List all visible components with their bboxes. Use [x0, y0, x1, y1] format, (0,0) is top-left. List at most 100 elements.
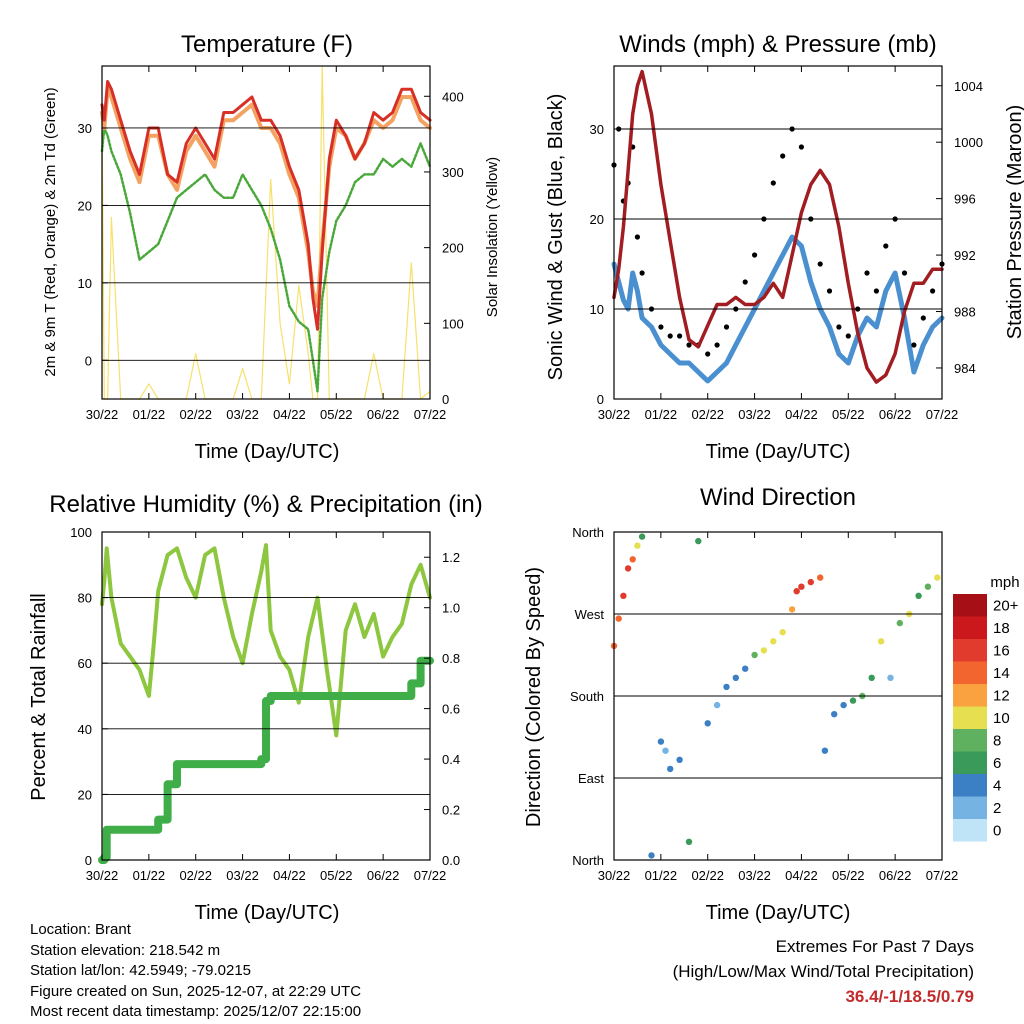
x-tick-label: 07/22 — [414, 868, 447, 883]
x-tick-label: 30/22 — [598, 868, 631, 883]
colorbar-swatch — [953, 729, 987, 752]
colorbar-label: 12 — [993, 687, 1010, 704]
y-tick-label: South — [570, 689, 604, 704]
gust-point — [911, 342, 917, 348]
direction-point — [770, 638, 777, 645]
y-right-tick-label: 300 — [442, 165, 464, 180]
y-right-tick-label: 992 — [954, 248, 976, 263]
y-right-tick-label: 0.8 — [442, 651, 460, 666]
gust-point — [742, 279, 748, 285]
winds-series — [611, 69, 945, 384]
temperature-xlabel: Time (Day/UTC) — [195, 441, 340, 463]
gust-point — [883, 243, 889, 249]
gust-point — [780, 153, 786, 159]
station-metadata: Location: Brant Station elevation: 218.5… — [30, 920, 361, 1023]
y-tick-label: 0 — [85, 353, 92, 368]
direction-point — [685, 838, 693, 845]
dewpoint-line — [100, 126, 432, 393]
temp-9m-line — [100, 87, 432, 309]
speed-colorbar: mph 20+ 18 16 14 12 10 8 6 4 2 0 — [953, 574, 1020, 842]
y-tick-label: 80 — [78, 591, 92, 606]
y-right-tick-label: 0.4 — [442, 752, 460, 767]
gust-point — [930, 288, 936, 294]
gust-point — [817, 261, 823, 267]
x-tick-label: 07/22 — [926, 407, 959, 422]
x-tick-label: 03/22 — [226, 868, 259, 883]
direction-point — [667, 765, 674, 773]
x-tick-label: 05/22 — [320, 868, 353, 883]
humidity-ylabel: Percent & Total Rainfall — [28, 593, 50, 801]
extremes-summary: Extremes For Past 7 Days (High/Low/Max W… — [673, 934, 974, 1009]
humidity-title: Relative Humidity (%) & Precipitation (i… — [49, 491, 482, 518]
x-tick-label: 03/22 — [226, 407, 259, 422]
gust-point — [864, 270, 870, 276]
direction-point — [732, 674, 739, 681]
direction-point — [821, 747, 829, 754]
direction-point — [713, 701, 721, 709]
x-tick-label: 03/22 — [738, 868, 771, 883]
y-tick-label: West — [575, 607, 605, 622]
colorbar-title: mph — [990, 574, 1019, 591]
x-tick-label: 03/22 — [738, 407, 771, 422]
station-elevation: Station elevation: 218.542 m — [30, 941, 221, 959]
humidity-panel: Relative Humidity (%) & Precipitation (i… — [28, 491, 483, 924]
direction-point — [831, 711, 838, 718]
y-tick-label: 20 — [78, 787, 92, 802]
humidity-series — [98, 543, 434, 864]
x-tick-label: 04/22 — [785, 407, 818, 422]
x-tick-label: 04/22 — [785, 868, 818, 883]
y-right-tick-label: 100 — [442, 316, 464, 331]
direction-point — [779, 629, 786, 636]
humidity-line — [100, 543, 432, 738]
direction-point — [896, 619, 903, 627]
x-tick-label: 02/22 — [179, 868, 212, 883]
direction-point — [704, 720, 711, 727]
winds-axes: 30/22 01/22 02/22 03/22 04/22 05/22 06/22 07/22… — [590, 66, 983, 422]
direction-point — [868, 674, 875, 681]
x-tick-label: 01/22 — [133, 407, 166, 422]
y-tick-label: 10 — [78, 276, 92, 291]
y-tick-label: 0 — [85, 853, 92, 868]
x-tick-label: 01/22 — [645, 868, 678, 883]
y-right-tick-label: 0.0 — [442, 853, 460, 868]
colorbar-swatch — [953, 684, 987, 707]
temperature-frame — [101, 65, 431, 400]
gust-point — [798, 144, 805, 150]
direction-point — [840, 701, 847, 709]
wind-direction-title: Wind Direction — [700, 484, 856, 511]
y-right-tick-label: 1004 — [954, 79, 983, 94]
colorbar-swatch — [953, 594, 987, 617]
gust-point — [667, 333, 673, 339]
station-location: Location: Brant — [30, 921, 131, 938]
direction-point — [849, 697, 857, 704]
y-right-tick-label: 996 — [954, 192, 976, 207]
temperature-panel: Temperature (F) 30/22 01/22 02/22 03/22 04/2… — [42, 31, 501, 463]
y-tick-label: 100 — [70, 525, 92, 540]
x-tick-label: 04/22 — [273, 407, 306, 422]
extremes-heading: Extremes For Past 7 Days — [775, 937, 974, 956]
gust-point — [686, 342, 692, 348]
gust-point — [714, 342, 720, 348]
colorbar-swatch — [953, 751, 987, 774]
colorbar-label: 2 — [993, 800, 1001, 817]
colorbar-label: 10 — [993, 710, 1010, 727]
direction-point — [751, 651, 758, 659]
direction-point — [742, 665, 749, 672]
direction-point — [877, 638, 885, 645]
y-tick-label: 60 — [78, 656, 92, 671]
gust-point — [901, 270, 908, 276]
winds-panel: Winds (mph) & Pressure (mb) 30/22 01/22 02… — [545, 31, 1024, 463]
y-right-tick-label: 1.2 — [442, 550, 460, 565]
y-right-tick-label: 984 — [954, 361, 976, 376]
y-tick-label: 30 — [590, 122, 604, 137]
colorbar-label: 6 — [993, 755, 1001, 772]
x-tick-label: 06/22 — [367, 407, 400, 422]
gust-point — [845, 333, 851, 339]
direction-point — [620, 592, 627, 599]
extremes-value: 36.4/-1/18.5/0.79 — [845, 987, 974, 1006]
winds-xlabel: Time (Day/UTC) — [706, 441, 851, 463]
temperature-ylabel-right: Solar Insolation (Yellow) — [484, 157, 501, 317]
direction-point — [817, 574, 824, 581]
extremes-subheading: (High/Low/Max Wind/Total Precipitation) — [672, 962, 974, 981]
